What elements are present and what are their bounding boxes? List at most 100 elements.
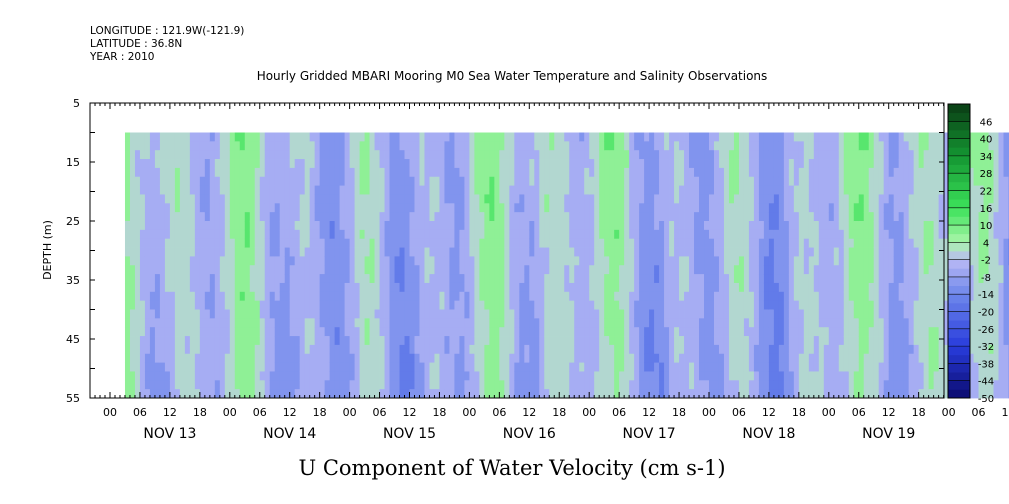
heatmap-cell bbox=[304, 282, 311, 293]
heatmap-cell bbox=[314, 291, 321, 302]
heatmap-cell bbox=[414, 203, 420, 213]
heatmap-cell bbox=[778, 256, 785, 266]
heatmap-cell bbox=[144, 274, 151, 284]
heatmap-cell bbox=[329, 141, 336, 151]
heatmap-cell bbox=[848, 256, 855, 266]
heatmap-cell bbox=[389, 300, 395, 310]
heatmap-cell bbox=[614, 176, 620, 186]
heatmap-cell bbox=[264, 362, 271, 372]
heatmap-cell bbox=[753, 203, 760, 213]
heatmap-cell bbox=[419, 203, 425, 213]
heatmap-cell bbox=[928, 300, 935, 310]
heatmap-cell bbox=[219, 167, 226, 178]
heatmap-cell bbox=[549, 300, 555, 310]
heatmap-cell bbox=[908, 256, 915, 266]
heatmap-cell bbox=[124, 318, 131, 328]
heatmap-cell bbox=[773, 336, 780, 346]
heatmap-cell bbox=[544, 309, 550, 319]
heatmap-cell bbox=[579, 256, 585, 266]
heatmap-cell bbox=[214, 318, 221, 328]
heatmap-cell bbox=[244, 291, 251, 302]
heatmap-cell bbox=[704, 300, 710, 310]
heatmap-cell bbox=[449, 185, 455, 195]
heatmap-cell bbox=[174, 256, 181, 266]
heatmap-cell bbox=[464, 309, 470, 319]
heatmap-cell bbox=[898, 194, 905, 204]
heatmap-cell bbox=[878, 300, 885, 310]
heatmap-cell bbox=[379, 389, 385, 399]
heatmap-cell bbox=[878, 353, 885, 363]
heatmap-cell bbox=[154, 309, 161, 319]
heatmap-cell bbox=[154, 167, 161, 178]
heatmap-cell bbox=[474, 212, 480, 222]
heatmap-cell bbox=[699, 247, 705, 257]
heatmap-cell bbox=[359, 159, 365, 169]
heatmap-cell bbox=[793, 274, 800, 284]
heatmap-cell bbox=[713, 167, 720, 178]
heatmap-cell bbox=[134, 221, 141, 231]
heatmap-cell bbox=[718, 371, 725, 381]
heatmap-cell bbox=[664, 176, 670, 186]
heatmap-cell bbox=[394, 389, 400, 399]
heatmap-cell bbox=[509, 371, 515, 381]
heatmap-cell bbox=[499, 309, 505, 319]
heatmap-cell bbox=[249, 141, 256, 151]
heatmap-cell bbox=[589, 336, 595, 346]
heatmap-cell bbox=[529, 282, 535, 293]
heatmap-cell bbox=[813, 212, 820, 222]
heatmap-cell bbox=[254, 353, 261, 363]
heatmap-cell bbox=[599, 159, 605, 169]
heatmap-cell bbox=[898, 282, 905, 293]
heatmap-cell bbox=[529, 291, 535, 302]
heatmap-cell bbox=[718, 176, 725, 186]
heatmap-cell bbox=[903, 300, 910, 310]
heatmap-cell bbox=[294, 265, 301, 275]
heatmap-cell bbox=[329, 150, 336, 160]
heatmap-cell bbox=[858, 344, 865, 355]
heatmap-cell bbox=[314, 221, 321, 231]
heatmap-cell bbox=[479, 212, 485, 222]
heatmap-cell bbox=[933, 238, 940, 248]
heatmap-cell bbox=[908, 194, 915, 204]
heatmap-cell bbox=[454, 362, 460, 372]
heatmap-cell bbox=[733, 212, 740, 222]
heatmap-cell bbox=[239, 353, 246, 363]
heatmap-cell bbox=[234, 300, 241, 310]
heatmap-cell bbox=[808, 327, 815, 337]
heatmap-cell bbox=[209, 265, 216, 275]
heatmap-cell bbox=[853, 362, 860, 372]
heatmap-cell bbox=[713, 141, 720, 151]
heatmap-cell bbox=[898, 132, 905, 142]
heatmap-cell bbox=[459, 141, 465, 151]
heatmap-cell bbox=[314, 265, 321, 275]
heatmap-cell bbox=[234, 176, 241, 186]
heatmap-cell bbox=[274, 353, 281, 363]
heatmap-cell bbox=[928, 159, 935, 169]
heatmap-cell bbox=[294, 371, 301, 381]
heatmap-cell bbox=[434, 159, 440, 169]
heatmap-cell bbox=[489, 159, 495, 169]
heatmap-cell bbox=[394, 344, 400, 355]
heatmap-cell bbox=[704, 221, 710, 231]
heatmap-cell bbox=[793, 150, 800, 160]
heatmap-cell bbox=[389, 150, 395, 160]
heatmap-cell bbox=[469, 380, 475, 390]
heatmap-cell bbox=[579, 247, 585, 257]
heatmap-cell bbox=[349, 389, 355, 399]
heatmap-cell bbox=[893, 291, 900, 302]
heatmap-cell bbox=[469, 256, 475, 266]
heatmap-cell bbox=[314, 309, 321, 319]
heatmap-cell bbox=[164, 380, 171, 390]
heatmap-cell bbox=[234, 256, 241, 266]
heatmap-cell bbox=[519, 353, 525, 363]
heatmap-cell bbox=[753, 371, 760, 381]
heatmap-cell bbox=[644, 274, 650, 284]
heatmap-cell bbox=[289, 318, 296, 328]
heatmap-cell bbox=[604, 167, 610, 178]
heatmap-cell bbox=[284, 194, 291, 204]
heatmap-cell bbox=[289, 167, 296, 178]
heatmap-cell bbox=[768, 380, 775, 390]
heatmap-cell bbox=[908, 291, 915, 302]
heatmap-cell bbox=[494, 291, 500, 302]
heatmap-cell bbox=[394, 150, 400, 160]
